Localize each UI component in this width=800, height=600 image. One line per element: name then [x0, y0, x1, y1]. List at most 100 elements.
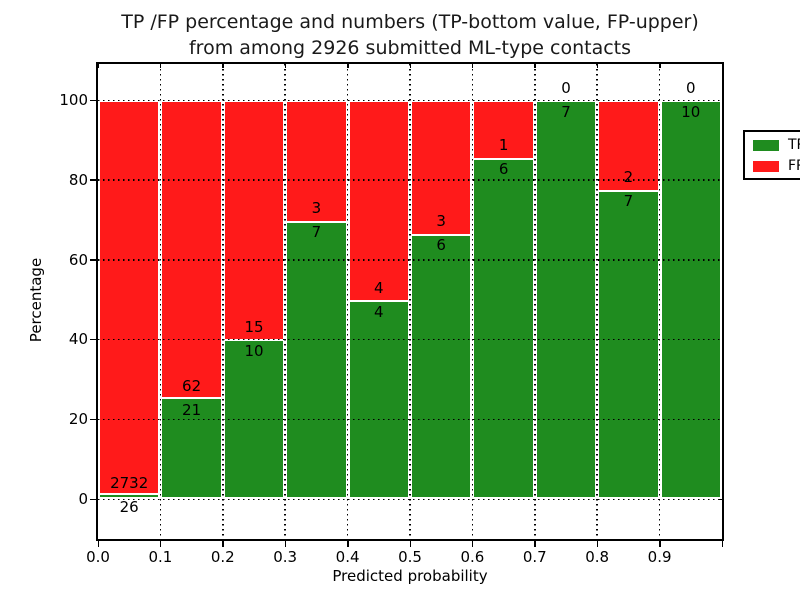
x-tick-label: 0.2	[210, 548, 235, 566]
x-tick-mark	[596, 541, 599, 547]
bar-segment-tp	[287, 221, 346, 497]
x-tick-mark	[659, 541, 661, 547]
fp-count-label: 1	[498, 136, 509, 154]
bar-segment-fp	[474, 102, 533, 158]
y-tick-mark	[90, 498, 96, 500]
x-tick-mark	[347, 541, 349, 547]
gridline-x-5	[409, 64, 411, 539]
y-tick-label: 100	[59, 91, 88, 109]
x-tick-label: 0.3	[273, 548, 298, 566]
fp-count-label: 0	[686, 79, 696, 97]
fp-count-label: 2732	[110, 474, 149, 493]
bar-8	[597, 100, 660, 499]
gridline-x-3	[284, 64, 286, 539]
bar-segment-fp	[162, 102, 221, 397]
fp-count-label: 0	[561, 79, 571, 97]
x-tick-mark	[471, 541, 474, 547]
x-tick-mark	[534, 541, 536, 547]
bar-5	[410, 100, 473, 499]
tp-count-label: 10	[244, 342, 264, 361]
legend: TP FP	[743, 130, 800, 180]
x-tick-mark	[284, 541, 287, 547]
bar-4	[347, 100, 410, 499]
bar-segment-fp	[100, 102, 159, 493]
y-tick-mark	[90, 179, 96, 181]
tp-count-label: 10	[681, 103, 701, 121]
plot-inner: 2732 26 62 21 15 10 3 7 4 4 3 6 1 6 0 7 2 7 0 10	[98, 64, 722, 539]
x-tick-label: 0.0	[86, 548, 110, 566]
y-tick-label: 40	[68, 330, 88, 349]
fp-count-label: 2	[623, 167, 634, 186]
tp-count-label: 21	[182, 401, 202, 420]
x-tick-label: 0.5	[398, 548, 422, 566]
bar-0	[98, 100, 161, 499]
y-tick-label: 20	[68, 410, 88, 429]
y-tick-label: 80	[68, 170, 88, 189]
bar-9	[659, 100, 722, 499]
gridline-x-4	[346, 64, 349, 539]
bar-segment-tp	[100, 493, 159, 497]
x-tick-label: 0.8	[585, 548, 610, 566]
chart-title: TP /FP percentage and numbers (TP-bottom…	[96, 9, 724, 61]
x-tick-label: 0.9	[647, 548, 672, 566]
tp-count-label: 7	[623, 191, 634, 210]
gridline-x-6	[471, 64, 474, 539]
legend-swatch-tp	[753, 139, 779, 151]
bar-segment-tp	[661, 102, 720, 497]
legend-label: TP	[788, 137, 800, 153]
x-tick-mark-inward	[97, 64, 99, 68]
gridline-x-7	[534, 64, 536, 539]
x-tick-label: 0.1	[148, 548, 173, 566]
y-tick-mark	[90, 259, 96, 261]
x-tick-mark	[97, 541, 99, 547]
legend-swatch-fp	[753, 160, 779, 172]
x-tick-mark-inward	[721, 64, 723, 68]
fp-count-label: 15	[244, 318, 264, 337]
bar-segment-fp	[287, 102, 346, 221]
bar-2	[222, 100, 286, 499]
bar-3	[285, 100, 348, 499]
x-tick-label: 0.6	[460, 548, 485, 566]
y-tick-mark	[90, 338, 96, 341]
bar-segment-tp	[474, 158, 533, 497]
fp-count-label: 3	[436, 212, 446, 230]
legend-row: FP	[753, 159, 800, 173]
x-tick-mark	[409, 541, 411, 547]
gridline-x-9	[658, 64, 661, 539]
tp-count-label: 6	[498, 160, 509, 178]
legend-row: TP	[753, 138, 800, 152]
bar-segment-tp	[536, 102, 596, 497]
tp-count-label: 7	[561, 103, 571, 121]
gridline-x-1	[159, 64, 162, 539]
bar-1	[160, 100, 223, 499]
y-tick-label: 0	[78, 490, 88, 508]
x-axis-label: Predicted probability	[332, 567, 488, 585]
chart-title-line2: from among 2926 submitted ML-type contac…	[188, 37, 632, 59]
y-tick-mark	[90, 99, 96, 101]
x-tick-mark	[159, 541, 162, 547]
bar-segment-fp	[349, 102, 408, 300]
tp-count-label: 26	[119, 498, 139, 517]
fp-count-label: 3	[311, 198, 322, 217]
y-tick-label: 60	[68, 250, 88, 269]
tp-count-label: 6	[436, 236, 446, 254]
x-tick-mark	[721, 541, 723, 547]
bar-segment-tp	[162, 397, 221, 497]
gridline-x-8	[596, 64, 598, 539]
x-tick-mark	[222, 541, 224, 547]
bar-segment-tp	[349, 300, 408, 497]
bar-6	[472, 100, 535, 499]
tp-count-label: 7	[311, 222, 322, 241]
tp-count-label: 4	[374, 302, 384, 321]
x-tick-label: 0.4	[335, 548, 360, 566]
bar-segment-fp	[412, 102, 471, 234]
legend-label: FP	[788, 158, 800, 174]
gridline-x-2	[222, 64, 224, 539]
chart-title-line1: TP /FP percentage and numbers (TP-bottom…	[121, 11, 699, 33]
bar-segment-fp	[224, 102, 284, 339]
fp-count-label: 62	[182, 377, 202, 396]
bar-segment-tp	[224, 339, 284, 497]
fp-count-label: 4	[374, 278, 384, 297]
plot-area: 2732 26 62 21 15 10 3 7 4 4 3 6 1 6 0 7 2 7 0 10 TP FP	[96, 62, 800, 541]
